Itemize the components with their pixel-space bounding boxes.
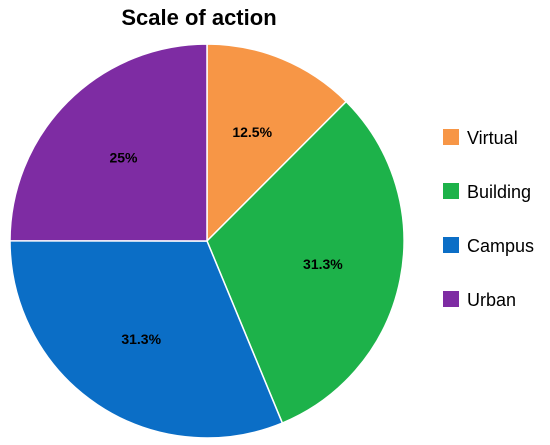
legend-label-virtual: Virtual — [467, 128, 518, 148]
legend-label-building: Building — [467, 182, 531, 202]
legend-label-urban: Urban — [467, 290, 516, 310]
slice-label-campus: 31.3% — [121, 331, 161, 347]
chart-title: Scale of action — [121, 5, 276, 30]
pie-slice-labels: 12.5% 31.3% 31.3% 25% — [109, 124, 343, 347]
legend-item-campus: Campus — [443, 236, 534, 256]
legend-swatch-campus — [443, 237, 459, 253]
legend-swatch-building — [443, 183, 459, 199]
slice-label-virtual: 12.5% — [232, 124, 272, 140]
legend: Virtual Building Campus Urban — [443, 128, 534, 310]
slice-label-building: 31.3% — [303, 256, 343, 272]
legend-item-building: Building — [443, 182, 531, 202]
pie-slice-campus — [9, 239, 284, 439]
pie-slices — [9, 43, 405, 439]
legend-swatch-virtual — [443, 129, 459, 145]
pie-slice-virtual — [206, 43, 348, 243]
legend-item-virtual: Virtual — [443, 128, 518, 148]
legend-item-urban: Urban — [443, 290, 516, 310]
pie-slice-building — [206, 100, 405, 425]
slice-label-urban: 25% — [109, 149, 138, 165]
pie-slice-urban — [9, 43, 208, 242]
legend-label-campus: Campus — [467, 236, 534, 256]
legend-swatch-urban — [443, 291, 459, 307]
